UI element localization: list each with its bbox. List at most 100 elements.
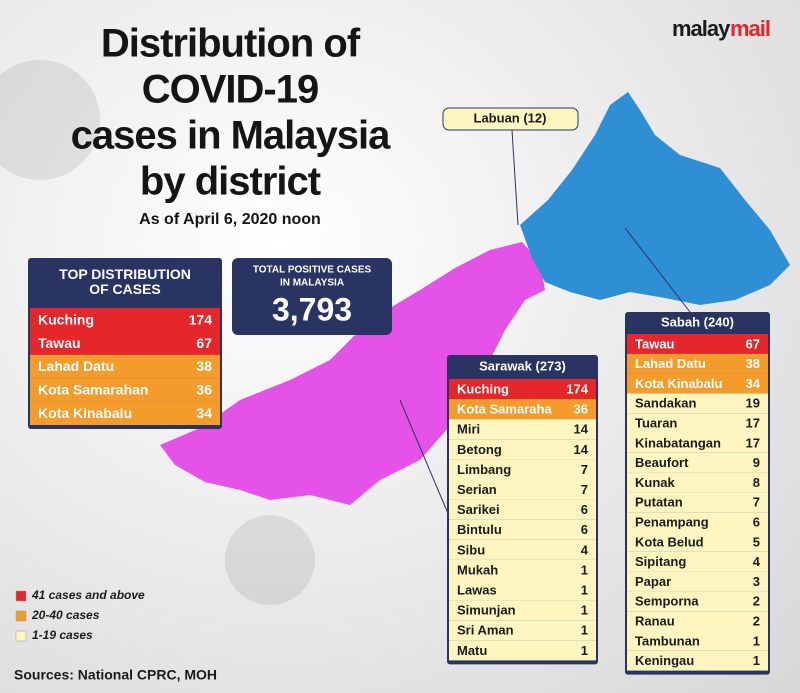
row-background <box>30 331 220 355</box>
district-name: Beaufort <box>635 455 689 470</box>
legend-swatch <box>15 630 27 642</box>
row-background <box>449 559 596 580</box>
row-background <box>449 419 596 440</box>
case-count: 67 <box>196 335 212 351</box>
row-background <box>449 600 596 621</box>
case-count: 5 <box>753 534 760 549</box>
table-title: Sarawak (273) <box>479 358 566 373</box>
sarawak-pointer <box>399 399 456 531</box>
district-name: Kunak <box>635 475 676 490</box>
total-label: IN MALAYSIA <box>280 278 344 289</box>
row-background <box>627 334 768 354</box>
row-background <box>627 492 768 513</box>
case-count: 36 <box>574 402 588 417</box>
row-background <box>449 539 596 560</box>
case-count: 6 <box>581 522 588 537</box>
row-background <box>627 472 768 493</box>
district-name: Ranau <box>635 614 675 629</box>
row-background <box>627 650 768 671</box>
case-count: 174 <box>189 311 213 327</box>
title-line: Distribution of <box>101 22 361 66</box>
district-name: Lawas <box>457 582 497 597</box>
labuan-box <box>442 107 579 131</box>
district-name: Tawau <box>635 336 675 351</box>
district-name: Tambunan <box>635 633 700 648</box>
row-background <box>627 611 768 631</box>
case-count: 38 <box>746 356 760 371</box>
total-value: 3,793 <box>272 291 352 327</box>
row-background <box>449 479 596 500</box>
row-background <box>627 571 768 592</box>
case-count: 1 <box>581 603 588 618</box>
district-name: Sarikei <box>457 502 500 517</box>
row-background <box>627 631 768 651</box>
row-background <box>449 580 596 601</box>
district-name: Kota Samarahan <box>38 382 148 398</box>
district-name: Sibu <box>457 542 485 557</box>
case-count: 4 <box>753 554 761 569</box>
case-count: 7 <box>753 495 760 510</box>
legend-label: 20-40 cases <box>31 608 100 622</box>
case-count: 17 <box>746 435 760 450</box>
district-name: Kota Belud <box>635 534 704 549</box>
virus-decoration <box>0 60 590 605</box>
case-count: 34 <box>746 376 761 391</box>
row-background <box>627 551 768 572</box>
district-name: Kota Kinabalu <box>38 405 132 421</box>
table-title: OF CASES <box>89 281 161 297</box>
district-name: Kota Samaraha <box>457 402 552 417</box>
total-box <box>232 258 392 335</box>
title-line: cases in Malaysia <box>71 114 392 158</box>
case-count: 174 <box>566 381 588 396</box>
legend-swatch <box>15 590 27 602</box>
row-background <box>449 399 596 420</box>
sabah-map <box>520 92 790 305</box>
row-background <box>30 378 220 402</box>
district-name: Keningau <box>635 653 694 668</box>
row-background <box>627 532 768 552</box>
district-name: Lahad Datu <box>635 356 706 371</box>
district-name: Sri Aman <box>457 623 514 638</box>
district-name: Betong <box>457 442 502 457</box>
case-count: 36 <box>196 382 212 398</box>
row-background <box>30 401 220 425</box>
row-background <box>449 379 596 400</box>
district-name: Kuching <box>38 311 94 327</box>
district-name: Tuaran <box>635 416 677 431</box>
case-count: 1 <box>581 582 588 597</box>
total-label: TOTAL POSITIVE CASES <box>253 265 372 276</box>
row-background <box>627 373 768 394</box>
sabah-pointer <box>624 227 691 313</box>
legend-label: 1-19 cases <box>32 628 93 642</box>
district-name: Miri <box>457 422 480 437</box>
case-count: 8 <box>753 475 760 490</box>
case-count: 4 <box>581 542 589 557</box>
district-name: Serian <box>457 482 497 497</box>
row-background <box>627 512 768 532</box>
legend-label: 41 cases and above <box>31 588 145 602</box>
table-title: TOP DISTRIBUTION <box>59 266 191 282</box>
row-background <box>449 459 596 480</box>
row-background <box>627 353 768 374</box>
district-name: Matu <box>457 643 487 658</box>
district-name: Limbang <box>457 462 511 477</box>
logo-first: malay <box>672 16 731 41</box>
row-background <box>30 308 220 332</box>
case-count: 19 <box>746 396 760 411</box>
case-count: 67 <box>746 336 760 351</box>
labuan-pointer <box>511 129 519 226</box>
case-count: 2 <box>753 594 760 609</box>
district-name: Bintulu <box>457 522 502 537</box>
legend-swatch <box>15 610 27 622</box>
row-background <box>449 620 596 641</box>
row-background <box>449 519 596 540</box>
case-count: 38 <box>196 358 212 374</box>
source: Sources: National CPRC, MOH <box>14 667 217 683</box>
row-background <box>449 439 596 460</box>
case-count: 34 <box>196 405 212 421</box>
case-count: 2 <box>753 614 760 629</box>
case-count: 9 <box>753 455 760 470</box>
district-name: Tawau <box>38 335 81 351</box>
